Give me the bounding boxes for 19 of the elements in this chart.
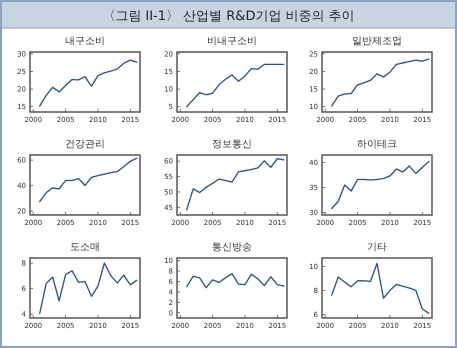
line-series: [186, 64, 284, 108]
chart-title: 건강관리: [65, 139, 105, 150]
line-series: [186, 158, 284, 210]
chart-title: 통신방송: [212, 242, 252, 253]
line-series: [331, 58, 430, 107]
chart-title: 비내구소비: [207, 36, 257, 47]
chart-title: 정보통신: [212, 139, 252, 150]
line-series: [331, 262, 430, 314]
line-series: [39, 262, 138, 314]
text: 〈그림 II-1〉 산업별 R&D기업 비중의 추이: [102, 9, 355, 24]
chart-title: 일반제조업: [352, 36, 402, 47]
line-series: [331, 160, 430, 210]
line-series: [39, 59, 138, 107]
line-series: [186, 273, 284, 288]
chart-title: 내구소비: [65, 36, 105, 47]
chart-title: 기타: [367, 242, 387, 253]
chart-title: 하이테크: [357, 139, 397, 150]
chart-title: 도소매: [70, 242, 100, 253]
line-series: [39, 158, 138, 202]
